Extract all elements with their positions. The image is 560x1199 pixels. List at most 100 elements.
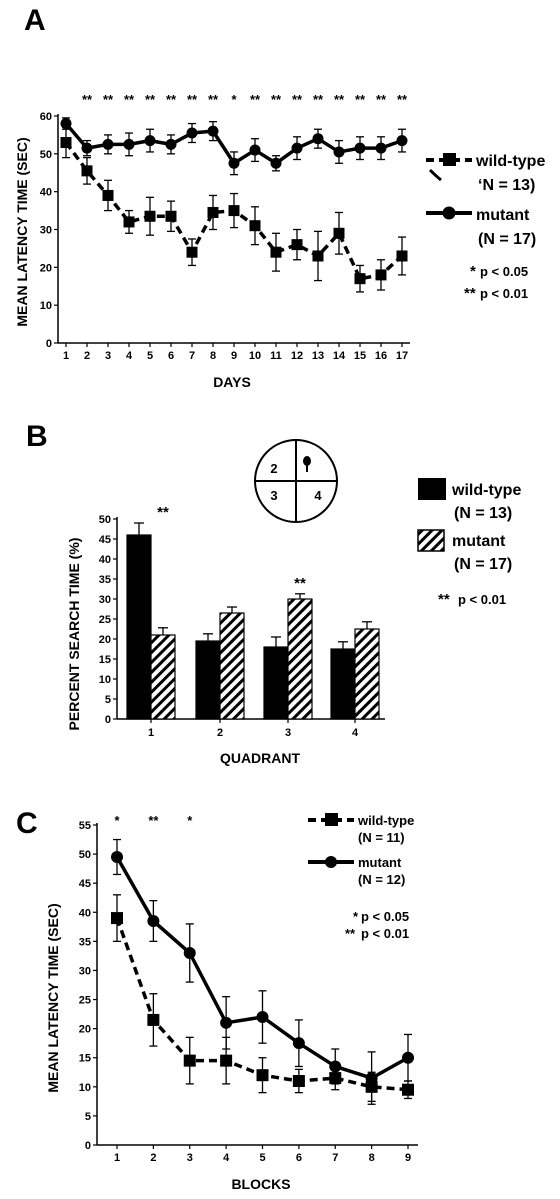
x-tick-label-a: 3 bbox=[105, 350, 111, 362]
x-tick-label-c: 5 bbox=[259, 1152, 265, 1164]
x-tick-label-a: 7 bbox=[189, 350, 195, 362]
x-tick-label-c: 3 bbox=[187, 1152, 193, 1164]
bar-mutant-q3 bbox=[287, 598, 313, 720]
x-tick-label-a: 10 bbox=[249, 350, 261, 362]
data-point-mutant-c bbox=[256, 1011, 269, 1023]
y-tick-label-b: 5 bbox=[105, 694, 111, 706]
significance-star-c: * bbox=[114, 813, 120, 828]
data-point-mutant-a bbox=[249, 144, 261, 156]
sig-legend-star-a-0: * bbox=[470, 263, 476, 280]
legend-marker-square bbox=[443, 153, 456, 166]
y-tick-label-a: 50 bbox=[40, 149, 52, 161]
data-point-mutant-a bbox=[228, 157, 240, 169]
data-point-wildtype-a bbox=[270, 246, 282, 258]
data-point-mutant-a bbox=[207, 125, 219, 137]
sig-legend-star-c-0: * bbox=[353, 909, 359, 924]
y-tick-label-a: 60 bbox=[40, 111, 52, 123]
data-point-mutant-a bbox=[354, 142, 366, 154]
data-point-wildtype-a bbox=[291, 239, 303, 251]
significance-star-a: ** bbox=[334, 92, 345, 107]
x-tick-label-b: 3 bbox=[285, 727, 291, 739]
x-axis-label-a: DAYS bbox=[213, 374, 251, 390]
x-tick-label-b: 2 bbox=[217, 727, 223, 739]
data-point-mutant-c bbox=[147, 915, 160, 927]
y-tick-label-c: 0 bbox=[85, 1140, 91, 1152]
series-line-mutant-c bbox=[115, 856, 409, 1080]
x-tick-label-c: 9 bbox=[405, 1152, 411, 1164]
y-tick-label-a: 30 bbox=[40, 225, 52, 237]
data-point-wildtype-c bbox=[111, 912, 123, 925]
x-tick-label-b: 1 bbox=[148, 727, 154, 739]
legend-c: wild-type (N = 11) mutant (N = 12) * p <… bbox=[308, 813, 414, 941]
data-point-wildtype-c bbox=[402, 1083, 414, 1096]
y-tick-label-c: 35 bbox=[79, 936, 91, 948]
x-tick-label-a: 8 bbox=[210, 350, 216, 362]
panel-letter-c: C bbox=[16, 807, 38, 840]
y-tick-label-b: 35 bbox=[99, 574, 111, 586]
legend-swatch-solid bbox=[418, 478, 446, 500]
y-tick-label-a: 20 bbox=[40, 262, 52, 274]
x-tick-label-a: 2 bbox=[84, 350, 90, 362]
panel-letter-a: A bbox=[24, 4, 46, 37]
legend-a: wild-type ‘N = 13) mutant (N = 17) * p <… bbox=[426, 153, 545, 302]
x-tick-label-a: 17 bbox=[396, 350, 408, 362]
data-point-wildtype-a bbox=[375, 269, 387, 281]
plot-b: 0 5 10 15 20 25 30 35 40 45 50 1 ** 2 3 ** 4 bbox=[99, 504, 385, 739]
y-tick-label-c: 10 bbox=[79, 1082, 91, 1094]
legend-n-wildtype-a: ‘N = 13) bbox=[478, 177, 535, 194]
legend-label-mutant-c: mutant bbox=[358, 855, 402, 870]
x-tick-label-a: 16 bbox=[375, 350, 387, 362]
data-point-mutant-a bbox=[270, 157, 282, 169]
bar-wildtype-q4 bbox=[330, 648, 356, 720]
data-point-mutant-a bbox=[102, 138, 114, 150]
x-tick-label-c: 4 bbox=[223, 1152, 230, 1164]
y-tick-label-c: 40 bbox=[79, 907, 91, 919]
x-axis-label-c: BLOCKS bbox=[231, 1176, 290, 1192]
data-point-mutant-a bbox=[291, 142, 303, 154]
y-tick-label-c: 30 bbox=[79, 965, 91, 977]
data-point-mutant-a bbox=[60, 118, 72, 130]
data-point-wildtype-a bbox=[144, 210, 156, 222]
x-tick-label-c: 8 bbox=[369, 1152, 375, 1164]
sig-legend-text-a-0: p < 0.05 bbox=[480, 264, 528, 279]
y-tick-label-b: 50 bbox=[99, 514, 111, 526]
legend-n-mutant-b: (N = 17) bbox=[454, 556, 512, 573]
data-point-mutant-c bbox=[329, 1060, 342, 1073]
y-tick-label-b: 25 bbox=[99, 614, 111, 626]
y-tick-label-b: 30 bbox=[99, 594, 111, 606]
y-tick-label-c: 25 bbox=[79, 995, 91, 1007]
significance-star-a: * bbox=[231, 92, 237, 107]
legend-n-mutant-a: (N = 17) bbox=[478, 231, 536, 248]
y-tick-label-c: 5 bbox=[85, 1111, 91, 1123]
data-point-mutant-c bbox=[220, 1016, 233, 1029]
data-point-mutant-c bbox=[111, 851, 123, 863]
significance-star-b: ** bbox=[294, 575, 306, 592]
significance-star-a: ** bbox=[208, 92, 219, 107]
data-point-wildtype-c bbox=[256, 1069, 269, 1082]
y-axis-label-a: MEAN LATENCY TIME (SEC) bbox=[14, 137, 30, 326]
x-tick-label-c: 1 bbox=[114, 1152, 120, 1164]
legend-swatch-hatched bbox=[417, 529, 445, 552]
data-point-mutant-a bbox=[186, 127, 198, 139]
y-tick-label-b: 10 bbox=[99, 674, 111, 686]
legend-label-wildtype-c: wild-type bbox=[357, 813, 414, 828]
legend-label-mutant-b: mutant bbox=[452, 533, 506, 550]
data-point-wildtype-a bbox=[249, 220, 261, 232]
x-tick-label-a: 6 bbox=[168, 350, 174, 362]
data-point-wildtype-a bbox=[207, 206, 219, 218]
data-point-wildtype-c bbox=[147, 1013, 160, 1026]
pool-quadrant-4: 4 bbox=[314, 488, 322, 503]
y-tick-label-b: 45 bbox=[99, 534, 111, 546]
x-tick-label-b: 4 bbox=[352, 727, 359, 739]
platform-pin-icon bbox=[303, 456, 311, 472]
legend-n-wildtype-c: (N = 11) bbox=[358, 830, 405, 845]
x-tick-label-c: 6 bbox=[296, 1152, 302, 1164]
data-point-wildtype-a bbox=[60, 136, 72, 148]
data-point-mutant-a bbox=[396, 135, 408, 147]
data-point-wildtype-a bbox=[81, 165, 93, 177]
pool-quadrant-3: 3 bbox=[270, 488, 277, 503]
significance-star-c: * bbox=[187, 813, 193, 828]
data-point-mutant-a bbox=[144, 135, 156, 147]
